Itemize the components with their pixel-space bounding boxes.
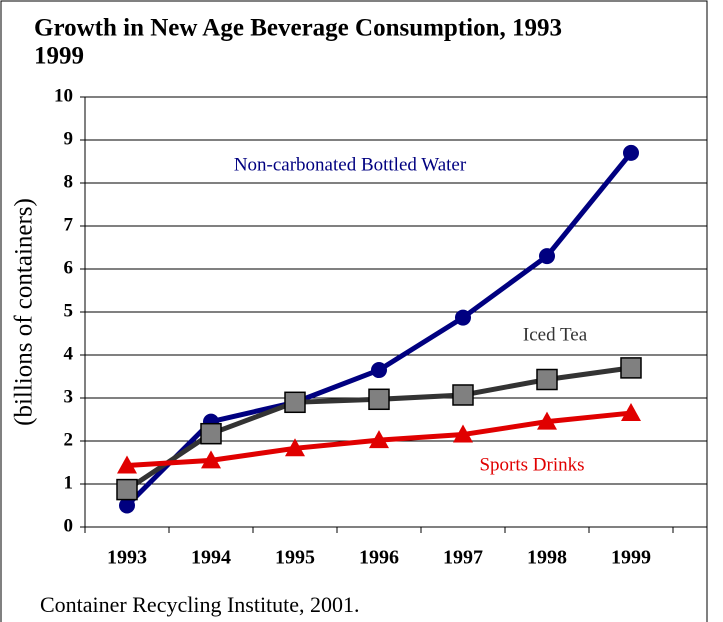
- marker: [620, 357, 642, 379]
- y-tick-label: 6: [64, 257, 74, 278]
- marker: [284, 391, 306, 414]
- y-tick-label: 5: [64, 300, 74, 321]
- series-label: Sports Drinks: [479, 454, 584, 475]
- marker: [452, 384, 474, 406]
- marker: [455, 309, 471, 326]
- marker: [453, 424, 473, 443]
- marker: [368, 388, 390, 411]
- frame: [0, 0, 708, 622]
- x-tick-label: 1994: [191, 547, 231, 569]
- series-label: Non-carbonated Bottled Water: [234, 154, 467, 175]
- marker: [201, 450, 221, 469]
- series-label: Iced Tea: [523, 324, 588, 345]
- y-tick-label: 2: [64, 429, 74, 450]
- y-tick-label: 1: [64, 472, 74, 493]
- marker: [623, 144, 639, 161]
- x-tick-label: 1999: [611, 547, 651, 569]
- x-tick-label: 1997: [443, 547, 483, 569]
- marker: [621, 403, 641, 422]
- y-tick-label: 9: [64, 128, 74, 149]
- marker: [369, 430, 389, 449]
- y-tick-label: 0: [64, 515, 74, 536]
- y-tick-label: 10: [54, 85, 73, 106]
- marker: [536, 368, 558, 391]
- chart-title: 1999: [34, 43, 84, 70]
- y-tick-label: 7: [64, 214, 74, 235]
- y-axis-label: (billions of containers): [11, 198, 38, 426]
- marker: [539, 248, 555, 265]
- y-tick-label: 8: [64, 171, 74, 192]
- chart-title: Growth in New Age Beverage Consumption, …: [34, 15, 562, 42]
- marker: [117, 455, 137, 474]
- x-tick-label: 1996: [359, 547, 399, 569]
- y-tick-label: 4: [64, 343, 74, 364]
- marker: [537, 411, 557, 430]
- marker: [200, 422, 222, 445]
- marker: [371, 362, 387, 379]
- marker: [116, 478, 138, 501]
- y-tick-label: 3: [64, 386, 74, 407]
- x-tick-label: 1995: [275, 547, 315, 569]
- x-tick-label: 1998: [527, 547, 567, 569]
- marker: [285, 438, 305, 457]
- x-tick-label: 1993: [107, 547, 147, 569]
- marker: [119, 497, 135, 514]
- source: Container Recycling Institute, 2001.: [40, 592, 360, 617]
